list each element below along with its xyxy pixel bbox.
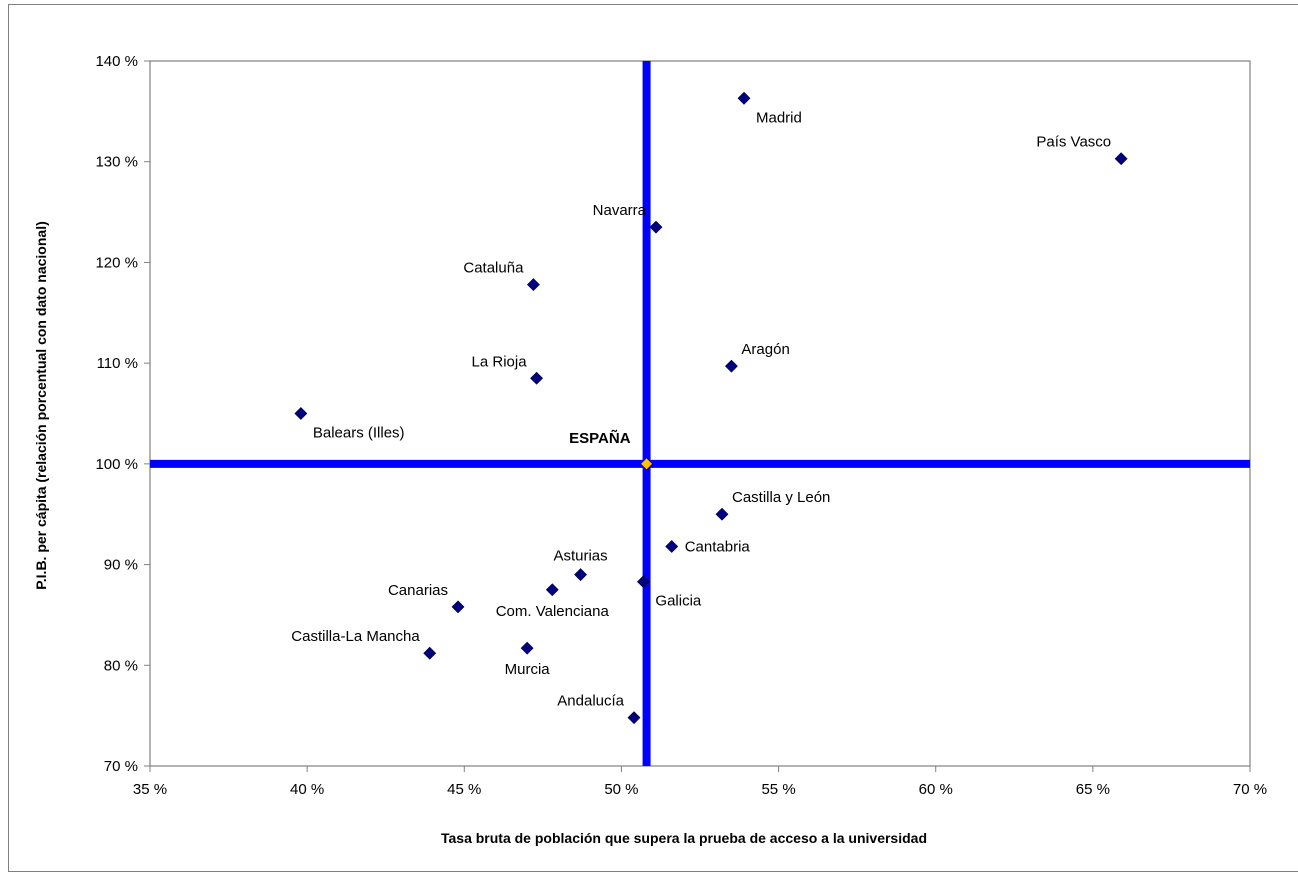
chart-frame <box>8 4 1298 872</box>
y-tick-label: 120 % <box>95 254 138 271</box>
data-point <box>725 359 738 373</box>
data-point <box>520 641 534 655</box>
x-axis-title: Tasa bruta de población que supera la pr… <box>441 830 927 846</box>
data-point <box>545 583 559 597</box>
data-label: Cataluña <box>463 260 524 277</box>
data-label: Castilla-La Mancha <box>291 628 420 645</box>
data-point <box>527 278 540 292</box>
x-tick-label: 65 % <box>1076 781 1110 798</box>
data-point <box>574 568 587 582</box>
data-label: La Rioja <box>472 353 528 370</box>
data-label: País Vasco <box>1036 134 1111 151</box>
x-tick-label: 40 % <box>290 781 324 798</box>
data-label: Cantabria <box>685 538 751 555</box>
data-label: Canarias <box>388 582 448 599</box>
y-tick-label: 70 % <box>104 758 138 775</box>
data-point <box>423 646 437 660</box>
data-point <box>737 91 751 105</box>
y-tick-label: 80 % <box>104 657 138 674</box>
y-tick-label: 140 % <box>95 53 138 70</box>
plot-area <box>149 60 1251 767</box>
x-tick-label: 50 % <box>604 781 638 798</box>
y-tick-label: 130 % <box>95 154 138 171</box>
x-tick-label: 45 % <box>447 781 481 798</box>
data-point <box>665 540 679 553</box>
reference-point <box>640 457 653 471</box>
data-point <box>294 407 308 420</box>
x-tick-label: 55 % <box>761 781 795 798</box>
reference-label: ESPAÑA <box>569 429 631 447</box>
y-tick-label: 100 % <box>95 456 138 473</box>
data-label: Asturias <box>553 548 607 565</box>
data-point <box>627 711 641 725</box>
x-tick-label: 35 % <box>133 781 167 798</box>
data-point <box>715 507 729 521</box>
data-point <box>530 371 543 385</box>
data-point <box>451 600 465 614</box>
data-label: Aragón <box>741 341 789 358</box>
data-label: Murcia <box>505 661 551 678</box>
y-tick-label: 90 % <box>104 557 138 574</box>
x-tick-label: 70 % <box>1233 781 1267 798</box>
data-point <box>637 575 650 589</box>
data-point <box>1114 152 1128 166</box>
data-label: Galicia <box>655 593 702 610</box>
data-label: Madrid <box>756 109 802 126</box>
data-label: Castilla y León <box>732 489 830 506</box>
data-label: Andalucía <box>557 693 624 710</box>
x-tick-label: 60 % <box>919 781 953 798</box>
y-axis-title: P.I.B. per cápita (relación porcentual c… <box>33 221 49 590</box>
data-label: Balears (Illes) <box>313 425 405 442</box>
data-label: Navarra <box>593 202 647 219</box>
data-point <box>649 220 663 234</box>
y-tick-label: 110 % <box>97 355 138 372</box>
data-label: Com. Valenciana <box>496 603 610 620</box>
